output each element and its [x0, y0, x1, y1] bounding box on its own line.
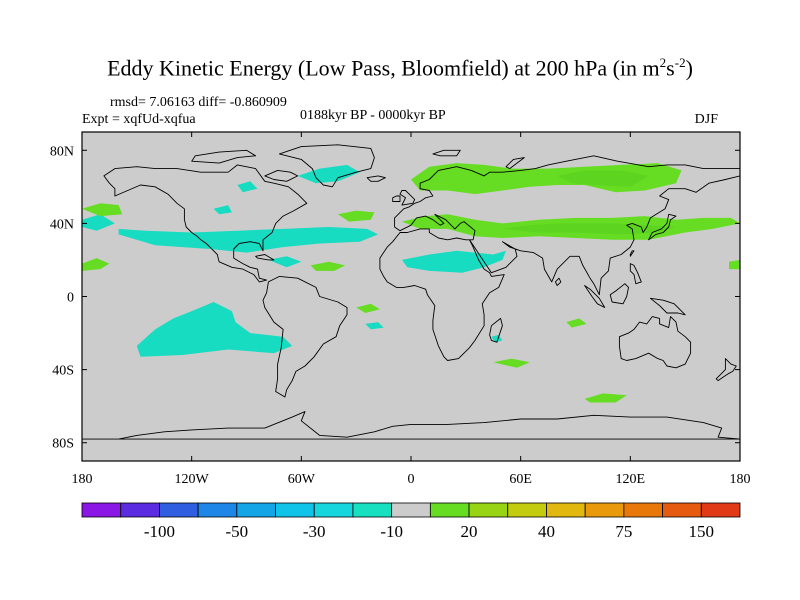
colorbar-box — [159, 502, 199, 518]
colorbar-box — [623, 502, 663, 518]
coastline-madagascar — [489, 317, 503, 343]
region-greenland-sea — [297, 164, 360, 184]
x-tick-label: 60W — [288, 472, 316, 487]
coastline-antarctica — [82, 411, 740, 440]
colorbar-label: 20 — [461, 522, 478, 541]
region-pacific-east-green — [82, 258, 110, 271]
y-tick-label: 80S — [52, 437, 74, 452]
region-west-africa-green — [356, 303, 380, 313]
colorbar-label: -100 — [144, 522, 175, 541]
coastline-ireland — [392, 195, 401, 202]
coastline-arctic-islands — [191, 149, 257, 164]
x-tick-label: 180 — [72, 472, 93, 487]
coastline-novaya-zemlya — [505, 157, 525, 170]
x-tick-label: 60E — [509, 472, 532, 487]
coastline-africa — [379, 228, 505, 361]
region-indian-ocean-green — [566, 318, 587, 328]
region-canada-small — [237, 181, 258, 193]
season-label: DJF — [694, 112, 718, 127]
x-tick-label: 120W — [175, 472, 210, 487]
region-north-pacific-west — [82, 214, 115, 231]
colorbar-label: 75 — [615, 522, 632, 541]
region-tropical-atlantic-green — [310, 261, 346, 271]
axes: 180 120W 60W 0 60E 120E 180 80N 40N 0 40S 80S — [50, 132, 751, 487]
region-east-pacific-green — [729, 259, 740, 270]
colorbar-box — [120, 502, 160, 518]
colorbar-box — [546, 502, 586, 518]
x-tick-label: 180 — [730, 472, 751, 487]
colorbar-box — [429, 502, 470, 518]
coastline-borneo — [609, 283, 629, 305]
coastline-sumatra — [584, 285, 606, 308]
coastline-north-america — [103, 164, 308, 283]
region-mid-atlantic-small — [268, 256, 302, 268]
coastline-eurasia — [394, 155, 740, 296]
x-tick-label: 0 — [408, 472, 415, 487]
colorbar-box — [275, 502, 315, 518]
region-south-pacific — [136, 302, 293, 357]
coastline-great-britain — [399, 190, 416, 206]
coastline-australia — [618, 316, 692, 369]
coastline-greenland — [278, 144, 375, 188]
colorbar-box — [662, 502, 702, 518]
colorbar-box — [236, 502, 276, 518]
colorbar-box — [197, 502, 238, 518]
colorbar-box — [352, 502, 393, 518]
region-eurasia-core — [557, 170, 649, 187]
coastline-taiwan — [629, 250, 635, 257]
region-south-atlantic-small — [365, 322, 384, 330]
colorbar-box — [313, 502, 354, 518]
stats-label: rmsd= 7.06163 diff= -0.860909 — [110, 95, 287, 110]
region-southern-ocean-green-1 — [493, 358, 530, 368]
y-tick-label: 40S — [52, 364, 74, 379]
colorbar-label: 40 — [538, 522, 555, 541]
colorbar-box — [584, 502, 625, 518]
colorbar-box — [391, 502, 431, 518]
coastline-philippines — [629, 263, 642, 285]
chart-title: Eddy Kinetic Energy (Low Pass, Bloomfiel… — [107, 55, 693, 81]
y-tick-label: 40N — [50, 217, 74, 232]
coastline-svalbard — [432, 149, 461, 157]
colorbar-label: -10 — [380, 522, 403, 541]
colorbar-label: -30 — [303, 522, 326, 541]
region-southern-ocean-green-2 — [584, 393, 627, 403]
coastline-sri-lanka — [554, 277, 562, 286]
region-north-atlantic-green — [337, 210, 375, 222]
region-hudson-small — [213, 205, 232, 215]
coastline-south-america — [262, 275, 348, 398]
colorbar-label: -50 — [225, 522, 248, 541]
region-madagascar-small — [491, 334, 503, 343]
coastlines — [82, 144, 740, 440]
coastline-iceland — [366, 175, 386, 182]
y-tick-label: 80N — [50, 144, 74, 159]
coastline-new-zealand — [715, 358, 737, 382]
colorbar-box — [81, 502, 122, 518]
colorbar-label: 150 — [689, 522, 715, 541]
x-tick-label: 120E — [616, 472, 646, 487]
colorbar-box — [468, 502, 509, 518]
coastline-baffin-island — [264, 169, 299, 182]
colorbar-box — [507, 502, 547, 518]
colorbar: -100 -50 -30 -10 20 40 75 150 — [81, 502, 741, 541]
region-pacific-green — [82, 203, 123, 217]
coastline-japan — [648, 213, 677, 241]
coastline-new-guinea — [649, 297, 686, 316]
colorbar-box — [700, 502, 741, 518]
coastline-cuba — [255, 254, 275, 261]
experiment-label: Expt = xqfUd-xqfua — [82, 112, 196, 127]
y-tick-label: 0 — [67, 291, 74, 306]
region-north-atlantic-jet — [118, 227, 379, 253]
period-label: 0188kyr BP - 0000kyr BP — [300, 108, 446, 123]
